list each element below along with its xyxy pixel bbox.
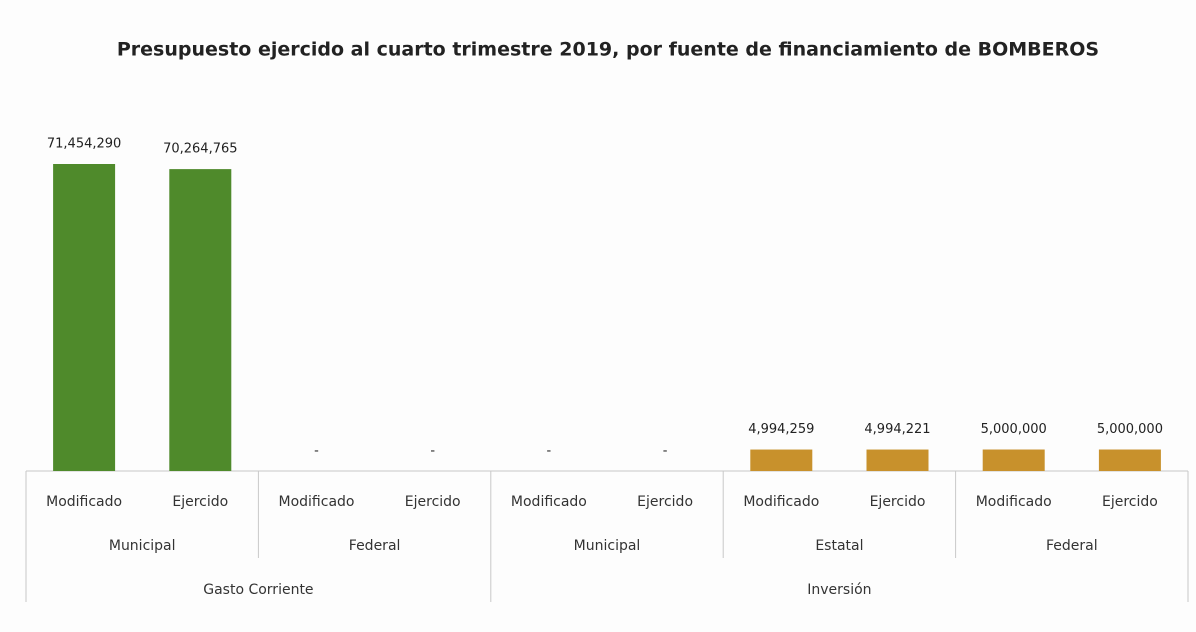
- x-tick-label: Ejercido: [870, 494, 926, 510]
- bar: [750, 449, 813, 471]
- chart-title: Presupuesto ejercido al cuarto trimestre…: [117, 39, 1099, 61]
- group-label: Federal: [349, 538, 401, 554]
- data-label: -: [663, 444, 668, 459]
- data-label: -: [314, 444, 319, 459]
- x-tick-label: Modificado: [46, 494, 122, 510]
- bar: [982, 449, 1045, 471]
- bar: [53, 164, 116, 471]
- x-tick-label: Modificado: [976, 494, 1052, 510]
- bar: [1098, 449, 1161, 471]
- x-tick-label: Ejercido: [172, 494, 228, 510]
- group-label: Inversión: [807, 582, 871, 598]
- data-label: 71,454,290: [47, 137, 121, 152]
- group-label: Estatal: [815, 538, 863, 554]
- x-tick-label: Ejercido: [1102, 494, 1158, 510]
- group-label: Gasto Corriente: [203, 582, 313, 598]
- data-label: 5,000,000: [981, 422, 1047, 437]
- data-label: 4,994,221: [864, 422, 930, 437]
- group-label: Municipal: [574, 538, 641, 554]
- bar: [169, 169, 232, 472]
- x-tick-label: Ejercido: [637, 494, 693, 510]
- group-label: Federal: [1046, 538, 1098, 554]
- group-label: Municipal: [109, 538, 176, 554]
- x-tick-label: Ejercido: [405, 494, 461, 510]
- data-label: 70,264,765: [163, 142, 237, 157]
- data-label: 5,000,000: [1097, 422, 1163, 437]
- x-tick-label: Modificado: [743, 494, 819, 510]
- bar: [866, 449, 929, 471]
- x-tick-label: Modificado: [511, 494, 587, 510]
- data-label: -: [547, 444, 552, 459]
- data-label: 4,994,259: [748, 422, 814, 437]
- data-label: -: [430, 444, 435, 459]
- x-tick-label: Modificado: [279, 494, 355, 510]
